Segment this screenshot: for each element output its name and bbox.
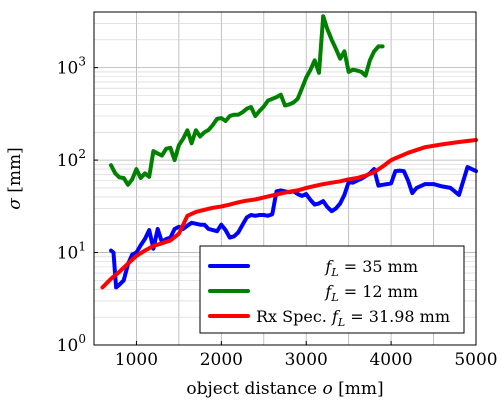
x-tick-label: 5000 (454, 350, 497, 370)
y-tick-label: 103 (57, 55, 86, 79)
legend-label-0: fL = 35 mm (324, 257, 418, 279)
axis-ticks: 1000 2000 3000 4000 5000 100 101 102 103 (57, 55, 498, 370)
x-tick-label: 3000 (285, 350, 328, 370)
series-line-2 (100, 138, 478, 290)
legend: fL = 35 mm fL = 12 mm Rx Spec. fL = 31.98 … (199, 245, 465, 334)
x-tick-label: 2000 (200, 350, 243, 370)
x-tick-label: 1000 (115, 350, 158, 370)
plot-frame (93, 11, 477, 346)
legend-label-2: Rx Spec. fL = 31.98 mm (256, 307, 450, 329)
y-tick-label: 101 (57, 240, 86, 264)
legend-label-1: fL = 12 mm (324, 282, 418, 304)
y-tick-label: 102 (57, 147, 86, 171)
series-line-1 (109, 14, 385, 187)
x-tick-label: 4000 (369, 350, 412, 370)
series-lines (100, 14, 478, 290)
y-tick-label: 100 (57, 332, 86, 356)
y-axis-title: σ [mm] (5, 147, 25, 210)
x-axis-title: object distance o [mm] (186, 379, 383, 399)
